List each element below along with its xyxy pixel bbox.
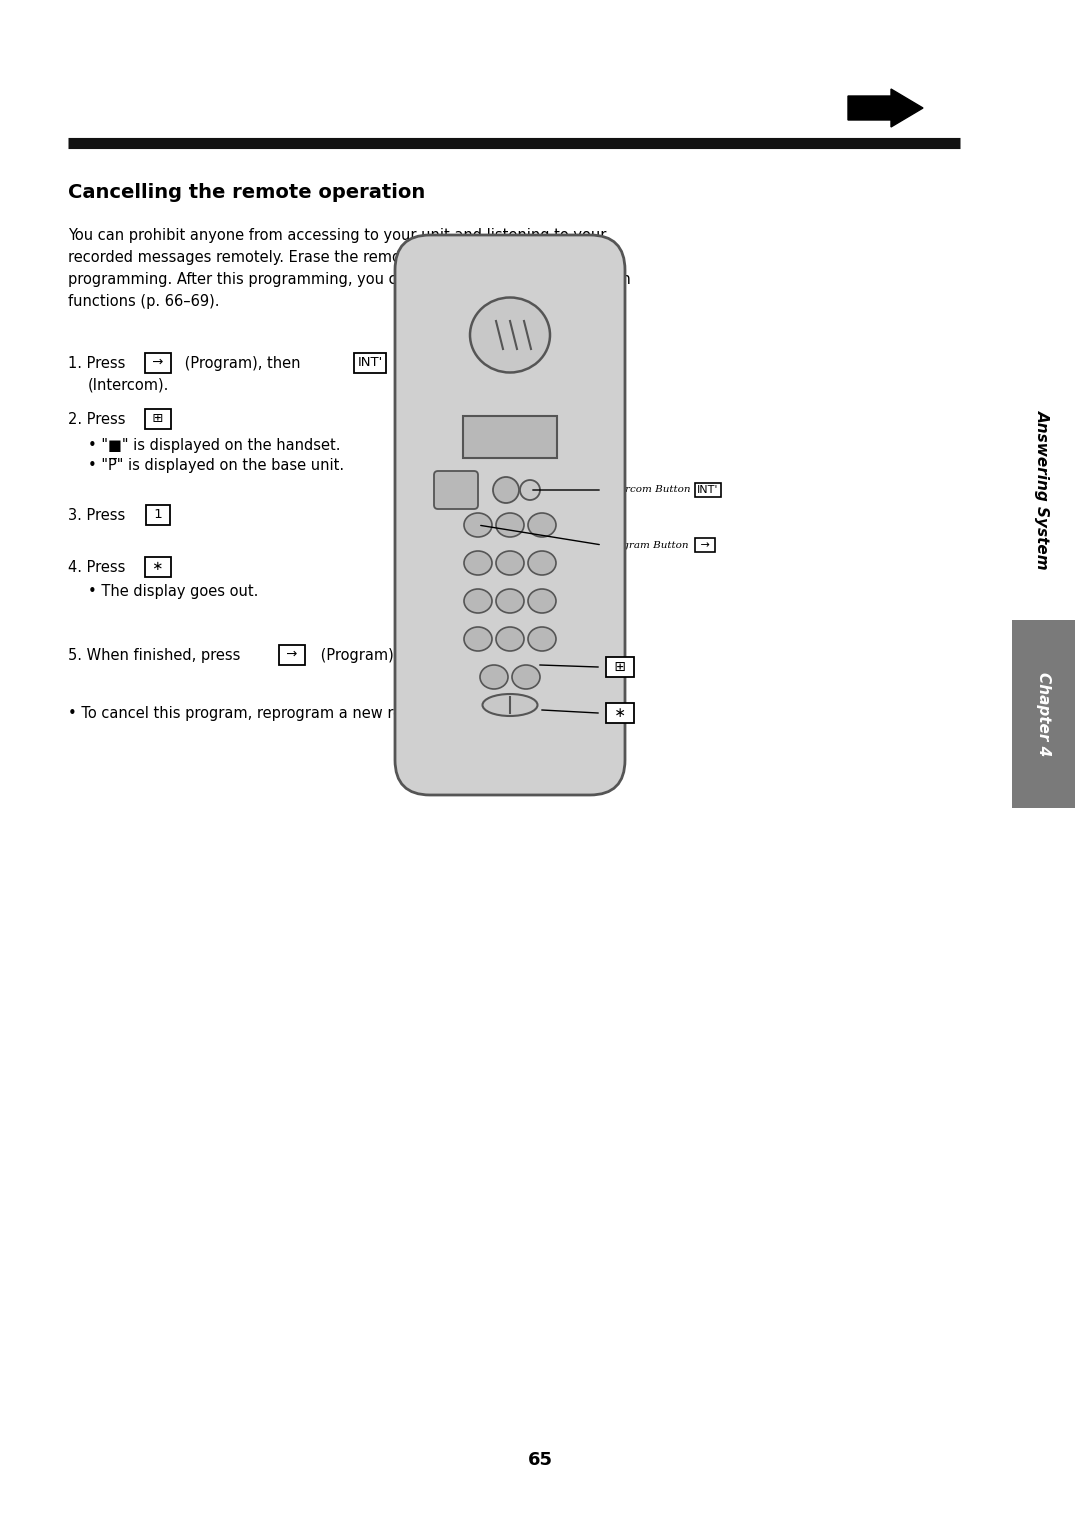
Text: Program Button: Program Button [604,541,689,550]
Text: INT': INT' [698,484,719,495]
Text: 65: 65 [527,1452,553,1468]
Ellipse shape [483,694,538,717]
Text: Chapter 4: Chapter 4 [1036,672,1051,756]
Text: ∗: ∗ [610,706,631,720]
Text: (Intercom).: (Intercom). [87,377,170,393]
FancyBboxPatch shape [463,416,557,458]
Ellipse shape [496,626,524,651]
Circle shape [492,477,519,503]
FancyBboxPatch shape [434,471,478,509]
Ellipse shape [480,665,508,689]
FancyBboxPatch shape [395,235,625,795]
Text: You can prohibit anyone from accessing to your unit and listening to your: You can prohibit anyone from accessing t… [68,228,606,243]
Text: →: → [148,356,167,370]
Text: 2. Press: 2. Press [68,413,125,426]
Text: recorded messages remotely. Erase the remote code by the following: recorded messages remotely. Erase the re… [68,251,577,264]
Ellipse shape [464,552,492,575]
FancyArrow shape [848,89,923,127]
Ellipse shape [512,665,540,689]
Text: (Program), then: (Program), then [180,356,300,371]
Text: 1. Press: 1. Press [68,356,125,371]
Text: • The display goes out.: • The display goes out. [87,584,258,599]
Ellipse shape [528,513,556,536]
Ellipse shape [464,626,492,651]
Text: ⊞: ⊞ [148,413,167,425]
Ellipse shape [496,588,524,613]
Text: →: → [282,648,301,662]
Circle shape [519,480,540,500]
Ellipse shape [464,588,492,613]
Text: • "■" is displayed on the handset.: • "■" is displayed on the handset. [87,439,340,452]
Text: ⊞: ⊞ [610,660,631,674]
Text: (Program).: (Program). [316,648,399,663]
Text: 5. When finished, press: 5. When finished, press [68,648,241,663]
Text: ∗: ∗ [148,561,167,573]
Ellipse shape [496,513,524,536]
Ellipse shape [528,588,556,613]
Ellipse shape [496,552,524,575]
Ellipse shape [528,552,556,575]
Text: INT': INT' [357,356,382,370]
Text: 3. Press: 3. Press [68,507,125,523]
FancyBboxPatch shape [1012,620,1075,808]
Text: Cancelling the remote operation: Cancelling the remote operation [68,183,426,202]
Ellipse shape [528,626,556,651]
Text: functions (p. 66–69).: functions (p. 66–69). [68,293,219,309]
Ellipse shape [470,298,550,373]
Text: Answering System: Answering System [1035,410,1050,570]
Ellipse shape [464,513,492,536]
Text: • "P̅" is displayed on the base unit.: • "P̅" is displayed on the base unit. [87,458,345,474]
Text: 1: 1 [149,509,166,521]
Text: • To cancel this program, reprogram a new remote code (p. 64).: • To cancel this program, reprogram a ne… [68,706,538,721]
Text: programming. After this programming, you cannot use the remote operation: programming. After this programming, you… [68,272,631,287]
Text: →: → [697,539,713,550]
Text: Intercom Button: Intercom Button [604,486,690,495]
Text: 4. Press: 4. Press [68,559,125,575]
